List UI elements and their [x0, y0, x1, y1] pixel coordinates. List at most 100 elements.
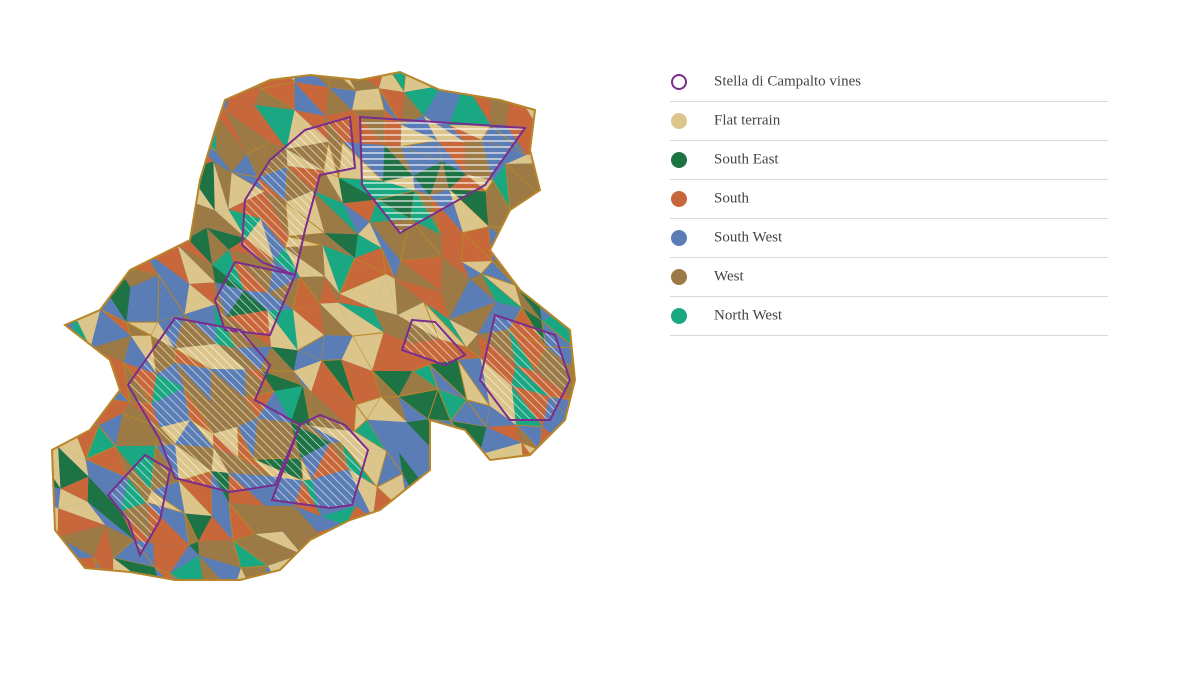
terrain-facet: [52, 225, 66, 264]
terrain-facet: [510, 205, 553, 223]
terrain-facet: [569, 366, 575, 401]
terrain-facet: [591, 583, 631, 613]
terrain-facet: [320, 590, 356, 617]
terrain-facet: [595, 250, 631, 287]
terrain-facet: [525, 483, 553, 507]
terrain-facet: [369, 534, 397, 565]
terrain-facet: [198, 555, 241, 580]
legend-label: West: [714, 268, 744, 284]
terrain-facet: [52, 199, 68, 228]
terrain-facet: [603, 444, 638, 469]
terrain-facet: [216, 151, 247, 173]
terrain-facet: [441, 279, 471, 320]
terrain-facet: [271, 346, 298, 371]
terrain-facet: [574, 399, 575, 435]
terrain-facet: [65, 77, 106, 120]
terrain-facet: [422, 534, 461, 567]
terrain-facet: [552, 568, 570, 580]
terrain-facet: [225, 110, 270, 154]
terrain-facet: [442, 556, 467, 580]
terrain-facet: [402, 473, 427, 519]
terrain-facet: [58, 447, 89, 489]
terrain-facet: [602, 182, 631, 207]
terrain-facet: [608, 341, 623, 363]
terrain-facet: [324, 233, 359, 259]
terrain-facet: [396, 543, 443, 565]
terrain-facet: [409, 517, 427, 535]
terrain-facet: [513, 501, 540, 540]
terrain-facet: [552, 483, 575, 514]
terrain-facet: [595, 484, 617, 511]
terrain-facet: [293, 350, 322, 371]
terrain-facet: [518, 229, 534, 259]
terrain-facet: [311, 360, 356, 405]
terrain-facet: [183, 72, 216, 85]
terrain-facet: [311, 391, 356, 432]
terrain-facet: [481, 273, 522, 309]
terrain-facet: [52, 109, 73, 150]
terrain-facet: [52, 389, 70, 428]
terrain-facet: [341, 336, 373, 371]
terrain-facet: [64, 259, 101, 283]
terrain-facet: [543, 506, 575, 547]
terrain-facet: [189, 282, 216, 305]
terrain-facet: [578, 434, 603, 456]
terrain-facet: [68, 365, 99, 398]
terrain-facet: [293, 370, 312, 392]
vine-parcel: [478, 313, 572, 421]
terrain-facet: [539, 449, 575, 488]
terrain-facet: [423, 85, 450, 126]
terrain-facet: [608, 306, 622, 347]
terrain-facet: [536, 280, 575, 321]
terrain-facet: [90, 309, 131, 348]
terrain-facet: [372, 517, 411, 544]
legend-label: Stella di Campalto vines: [714, 73, 861, 89]
terrain-facet: [442, 257, 471, 280]
terrain-facet: [189, 541, 199, 556]
terrain-facet: [127, 172, 150, 207]
terrain-facet: [153, 543, 190, 574]
terrain-facet: [115, 413, 156, 447]
terrain-facet: [514, 590, 534, 628]
terrain-facet: [281, 590, 325, 617]
terrain-facet: [441, 72, 465, 86]
terrain-facet: [341, 359, 381, 398]
terrain-facet: [198, 515, 233, 542]
terrain-facet: [345, 525, 370, 561]
terrain-facet: [449, 279, 497, 320]
terrain-facet: [579, 301, 611, 347]
terrain-facet: [424, 512, 471, 540]
terrain-facet: [590, 274, 631, 310]
terrain-facet: [603, 136, 628, 164]
terrain-facet: [95, 118, 117, 154]
terrain-facet: [564, 546, 575, 562]
terrain-facet: [114, 124, 162, 149]
terrain-facet: [553, 582, 580, 619]
terrain-facet: [52, 263, 77, 279]
terrain-facet: [198, 541, 241, 569]
terrain-facet: [282, 505, 318, 532]
terrain-facet: [127, 172, 154, 199]
terrain-facet: [52, 181, 63, 204]
terrain-facet: [460, 566, 492, 580]
terrain-facet: [205, 72, 234, 87]
terrain-facet: [233, 593, 264, 622]
terrain-facet: [549, 204, 575, 228]
terrain-facet: [441, 232, 463, 263]
terrain-facet: [599, 386, 638, 431]
terrain-facet: [563, 72, 575, 96]
terrain-facet: [515, 285, 542, 321]
terrain-facet: [395, 582, 421, 614]
terrain-facet: [381, 247, 401, 279]
terrain-facet: [320, 590, 356, 610]
terrain-facet: [524, 484, 544, 507]
vine-parcel: [400, 318, 467, 367]
terrain-facet: [537, 96, 574, 127]
terrain-facet: [372, 370, 413, 397]
terrain-facet: [113, 589, 162, 626]
terrain-facet: [142, 124, 191, 150]
terrain-facet: [324, 276, 340, 303]
terrain-facet: [52, 225, 68, 261]
terrain-facet: [52, 260, 77, 275]
terrain-facet: [489, 469, 525, 512]
